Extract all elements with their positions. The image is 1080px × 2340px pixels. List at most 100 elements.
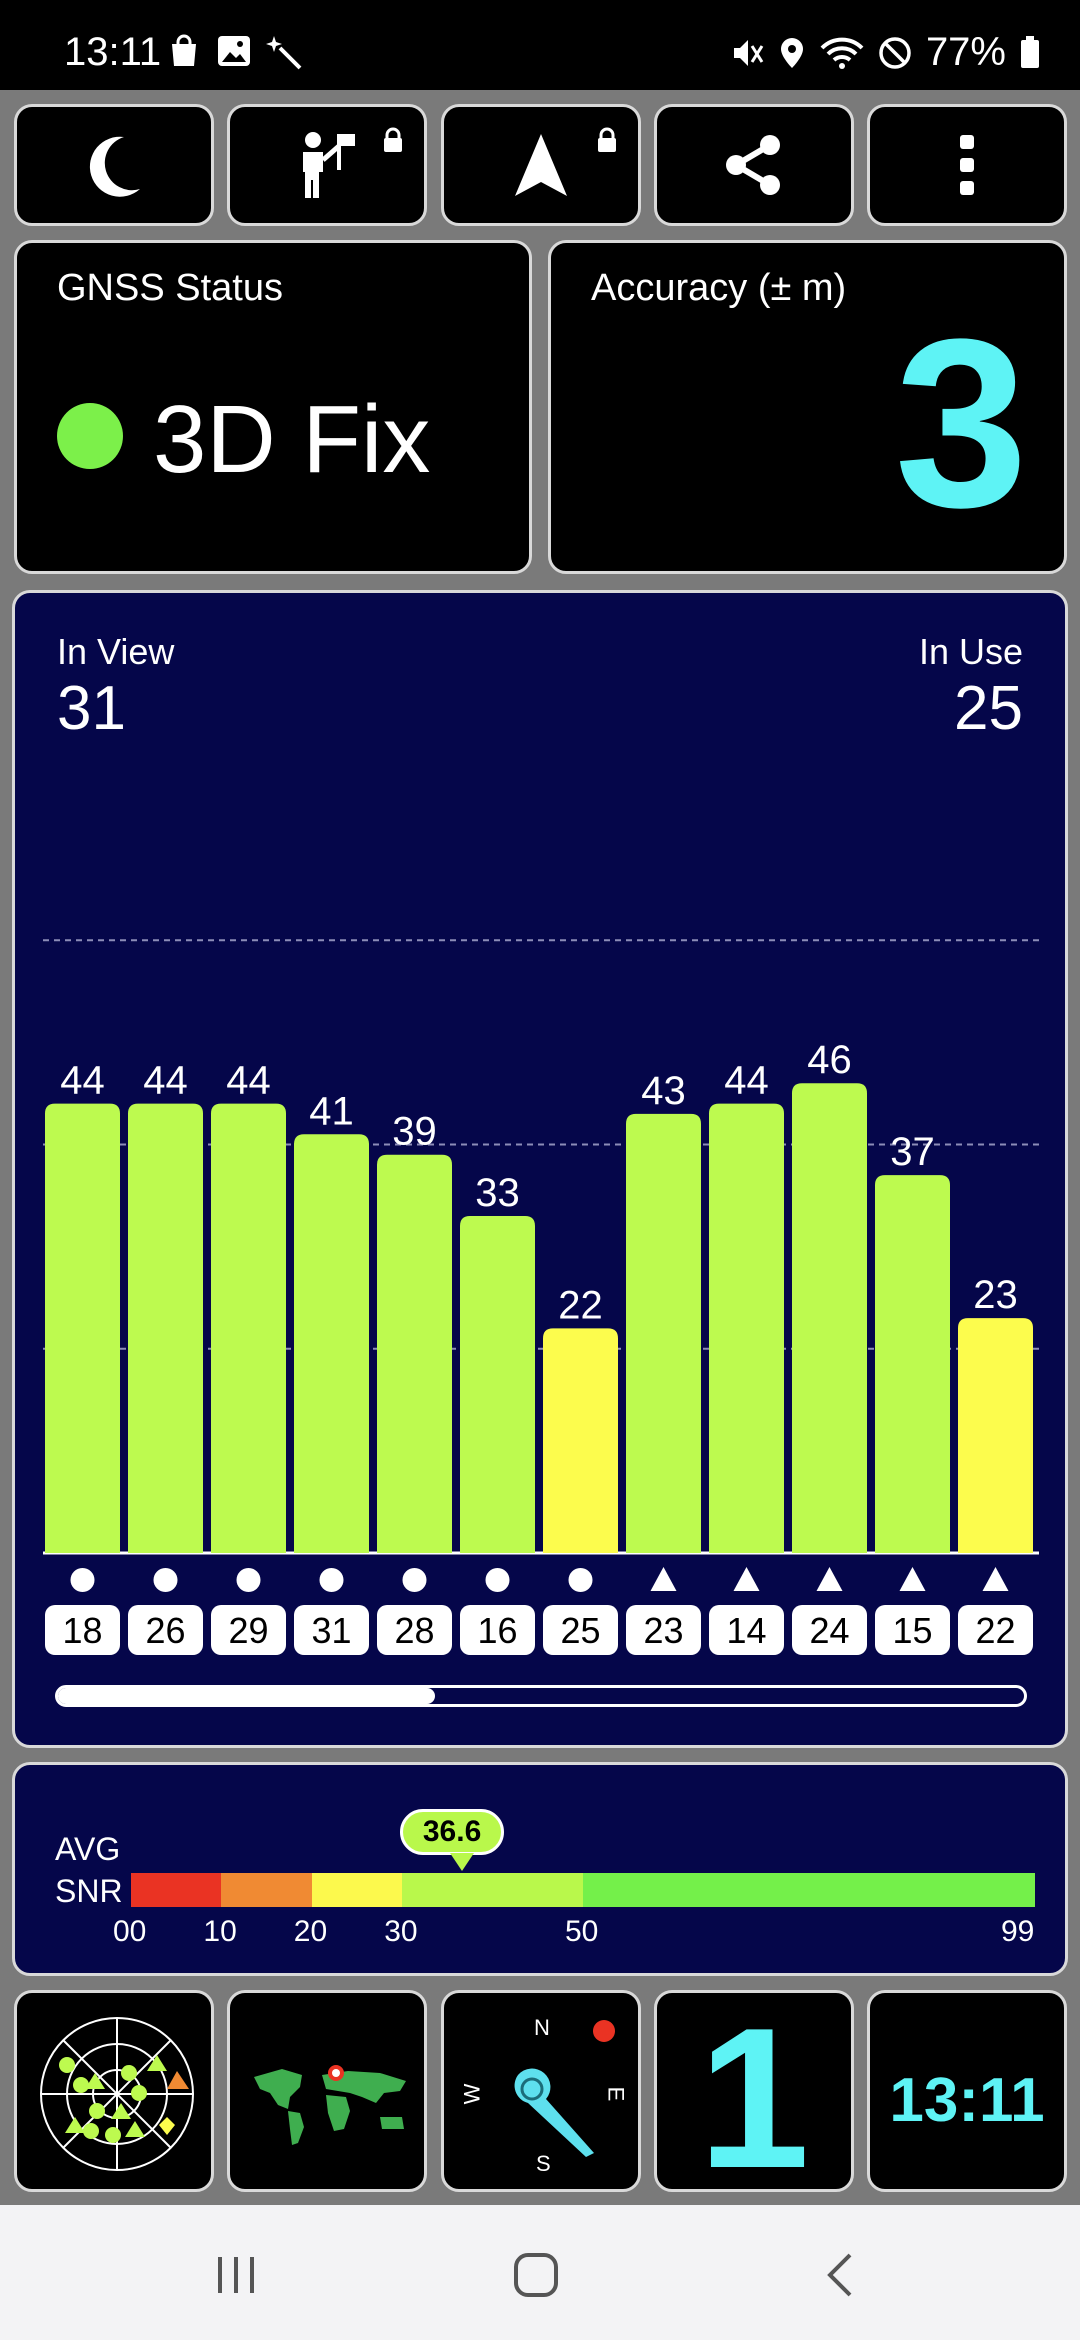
- in-use-value: 25: [954, 674, 1023, 743]
- snr-average-bubble: 36.6: [399, 1809, 505, 1855]
- count-value: 1: [698, 1990, 810, 2192]
- gps-marker-icon: [568, 1568, 593, 1592]
- back-button[interactable]: [800, 2245, 880, 2305]
- chart-scrollbar-thumb[interactable]: [58, 1688, 435, 1704]
- satellite-id-label: 25: [560, 1610, 600, 1651]
- shopping-bag-icon: [172, 34, 196, 66]
- lock-icon: [384, 127, 402, 152]
- status-bar: 13:11 77%: [0, 0, 1080, 90]
- gnss-status-card: GNSS Status 3D Fix: [14, 240, 532, 574]
- snr-bar: [45, 1103, 120, 1553]
- gps-marker-icon: [319, 1568, 344, 1592]
- satellite-id-badge: [792, 1605, 867, 1655]
- night-mode-button[interactable]: [14, 104, 214, 226]
- moon-icon: [89, 136, 140, 197]
- home-button[interactable]: [496, 2245, 576, 2305]
- satellite-id-label: 15: [892, 1610, 932, 1651]
- satellite-id-badge: [460, 1605, 535, 1655]
- chart-scrollbar[interactable]: [55, 1685, 1027, 1707]
- back-icon: [827, 2253, 852, 2297]
- satellite-id-label: 28: [394, 1610, 434, 1651]
- gps-marker-icon: [236, 1568, 261, 1592]
- home-icon: [514, 2253, 558, 2297]
- snr-scale-segment: [402, 1873, 583, 1907]
- snr-bar-label: 44: [724, 1059, 769, 1103]
- satellite-snr-chart: 44 18 44 26 44 29 41 31 39 28 33 16 22 25 43 23 44 14 46 24…: [43, 939, 1039, 1655]
- navigation-bar: [0, 2205, 1080, 2340]
- navigation-button[interactable]: [441, 104, 641, 226]
- satellite-id-badge: [626, 1605, 701, 1655]
- snr-tick-label: 00: [113, 1915, 147, 1948]
- snr-bar: [543, 1328, 618, 1553]
- snr-bar: [128, 1103, 203, 1553]
- more-vertical-icon: [960, 135, 974, 195]
- satellite-id-badge: [377, 1605, 452, 1655]
- status-time: 13:11: [64, 30, 162, 74]
- more-button[interactable]: [867, 104, 1067, 226]
- glonass-marker-icon: [650, 1567, 677, 1591]
- sky-plot-icon: [40, 2017, 194, 2171]
- sky-view-tile[interactable]: [14, 1990, 214, 2192]
- world-map-tile[interactable]: [227, 1990, 427, 2192]
- glonass-marker-icon: [733, 1567, 760, 1591]
- snr-bar-label: 43: [641, 1069, 686, 1113]
- snr-bar: [211, 1103, 286, 1553]
- snr-tick-label: 30: [384, 1915, 418, 1948]
- snr-bar-label: 44: [143, 1059, 188, 1103]
- snr-bar-label: 37: [890, 1130, 935, 1174]
- compass-tile[interactable]: N E S W: [441, 1990, 641, 2192]
- accuracy-card: Accuracy (± m) 3: [548, 240, 1067, 574]
- satellite-id-label: 18: [62, 1610, 102, 1651]
- satellite-id-badge: [45, 1605, 120, 1655]
- in-view-label: In View: [57, 631, 175, 672]
- satellite-id-label: 24: [809, 1610, 849, 1651]
- clock-tile[interactable]: 13:11: [867, 1990, 1067, 2192]
- snr-bar: [626, 1113, 701, 1553]
- snr-bar-label: 41: [309, 1089, 354, 1133]
- satellite-id-badge: [709, 1605, 784, 1655]
- snr-bar: [958, 1318, 1033, 1553]
- share-button[interactable]: [654, 104, 854, 226]
- in-use-label: In Use: [918, 631, 1023, 672]
- snr-tick-label: 10: [203, 1915, 237, 1948]
- satellite-id-badge: [294, 1605, 369, 1655]
- gps-marker-icon: [153, 1568, 178, 1592]
- snr-bar: [709, 1103, 784, 1553]
- satellite-id-label: 26: [145, 1610, 185, 1651]
- fix-status-dot: [57, 403, 123, 469]
- location-icon: [780, 37, 803, 68]
- snr-scale-segment: [221, 1873, 312, 1907]
- gallery-icon: [218, 36, 250, 66]
- gps-marker-icon: [485, 1568, 510, 1592]
- compass-north: N: [534, 2015, 550, 2040]
- snr-bar: [875, 1175, 950, 1553]
- snr-bar-label: 44: [226, 1059, 271, 1103]
- snr-average-value: 36.6: [422, 1815, 482, 1848]
- satellite-id-badge: [958, 1605, 1033, 1655]
- glonass-marker-icon: [982, 1567, 1009, 1591]
- navigation-arrow-icon: [515, 134, 567, 196]
- do-not-disturb-icon: [879, 36, 911, 69]
- wifi-icon: [820, 37, 864, 69]
- satellite-id-label: 22: [975, 1610, 1015, 1651]
- snr-tick-label: 50: [565, 1915, 599, 1948]
- snr-scale-segment: [582, 1873, 1035, 1907]
- satellite-id-badge: [543, 1605, 618, 1655]
- avg-snr-panel: AVG SNR 00 10 20 30 50 99 36.6: [12, 1762, 1068, 1976]
- activity-button[interactable]: [227, 104, 427, 226]
- snr-bar: [294, 1134, 369, 1553]
- snr-bar-label: 44: [60, 1059, 105, 1103]
- snr-label: SNR: [55, 1873, 123, 1909]
- satellite-count-tile[interactable]: 1: [654, 1990, 854, 2192]
- recents-button[interactable]: [196, 2245, 276, 2305]
- snr-bar-label: 22: [558, 1283, 603, 1327]
- gps-marker-icon: [402, 1568, 427, 1592]
- gps-marker-icon: [70, 1568, 95, 1592]
- snr-average-pointer: [449, 1853, 474, 1871]
- snr-bar-label: 23: [973, 1273, 1018, 1317]
- magic-wand-icon: [266, 36, 302, 70]
- battery-percent: 77%: [925, 30, 1006, 74]
- satellite-id-label: 29: [228, 1610, 268, 1651]
- satellite-id-label: 31: [311, 1610, 351, 1651]
- person-flag-icon: [303, 132, 355, 198]
